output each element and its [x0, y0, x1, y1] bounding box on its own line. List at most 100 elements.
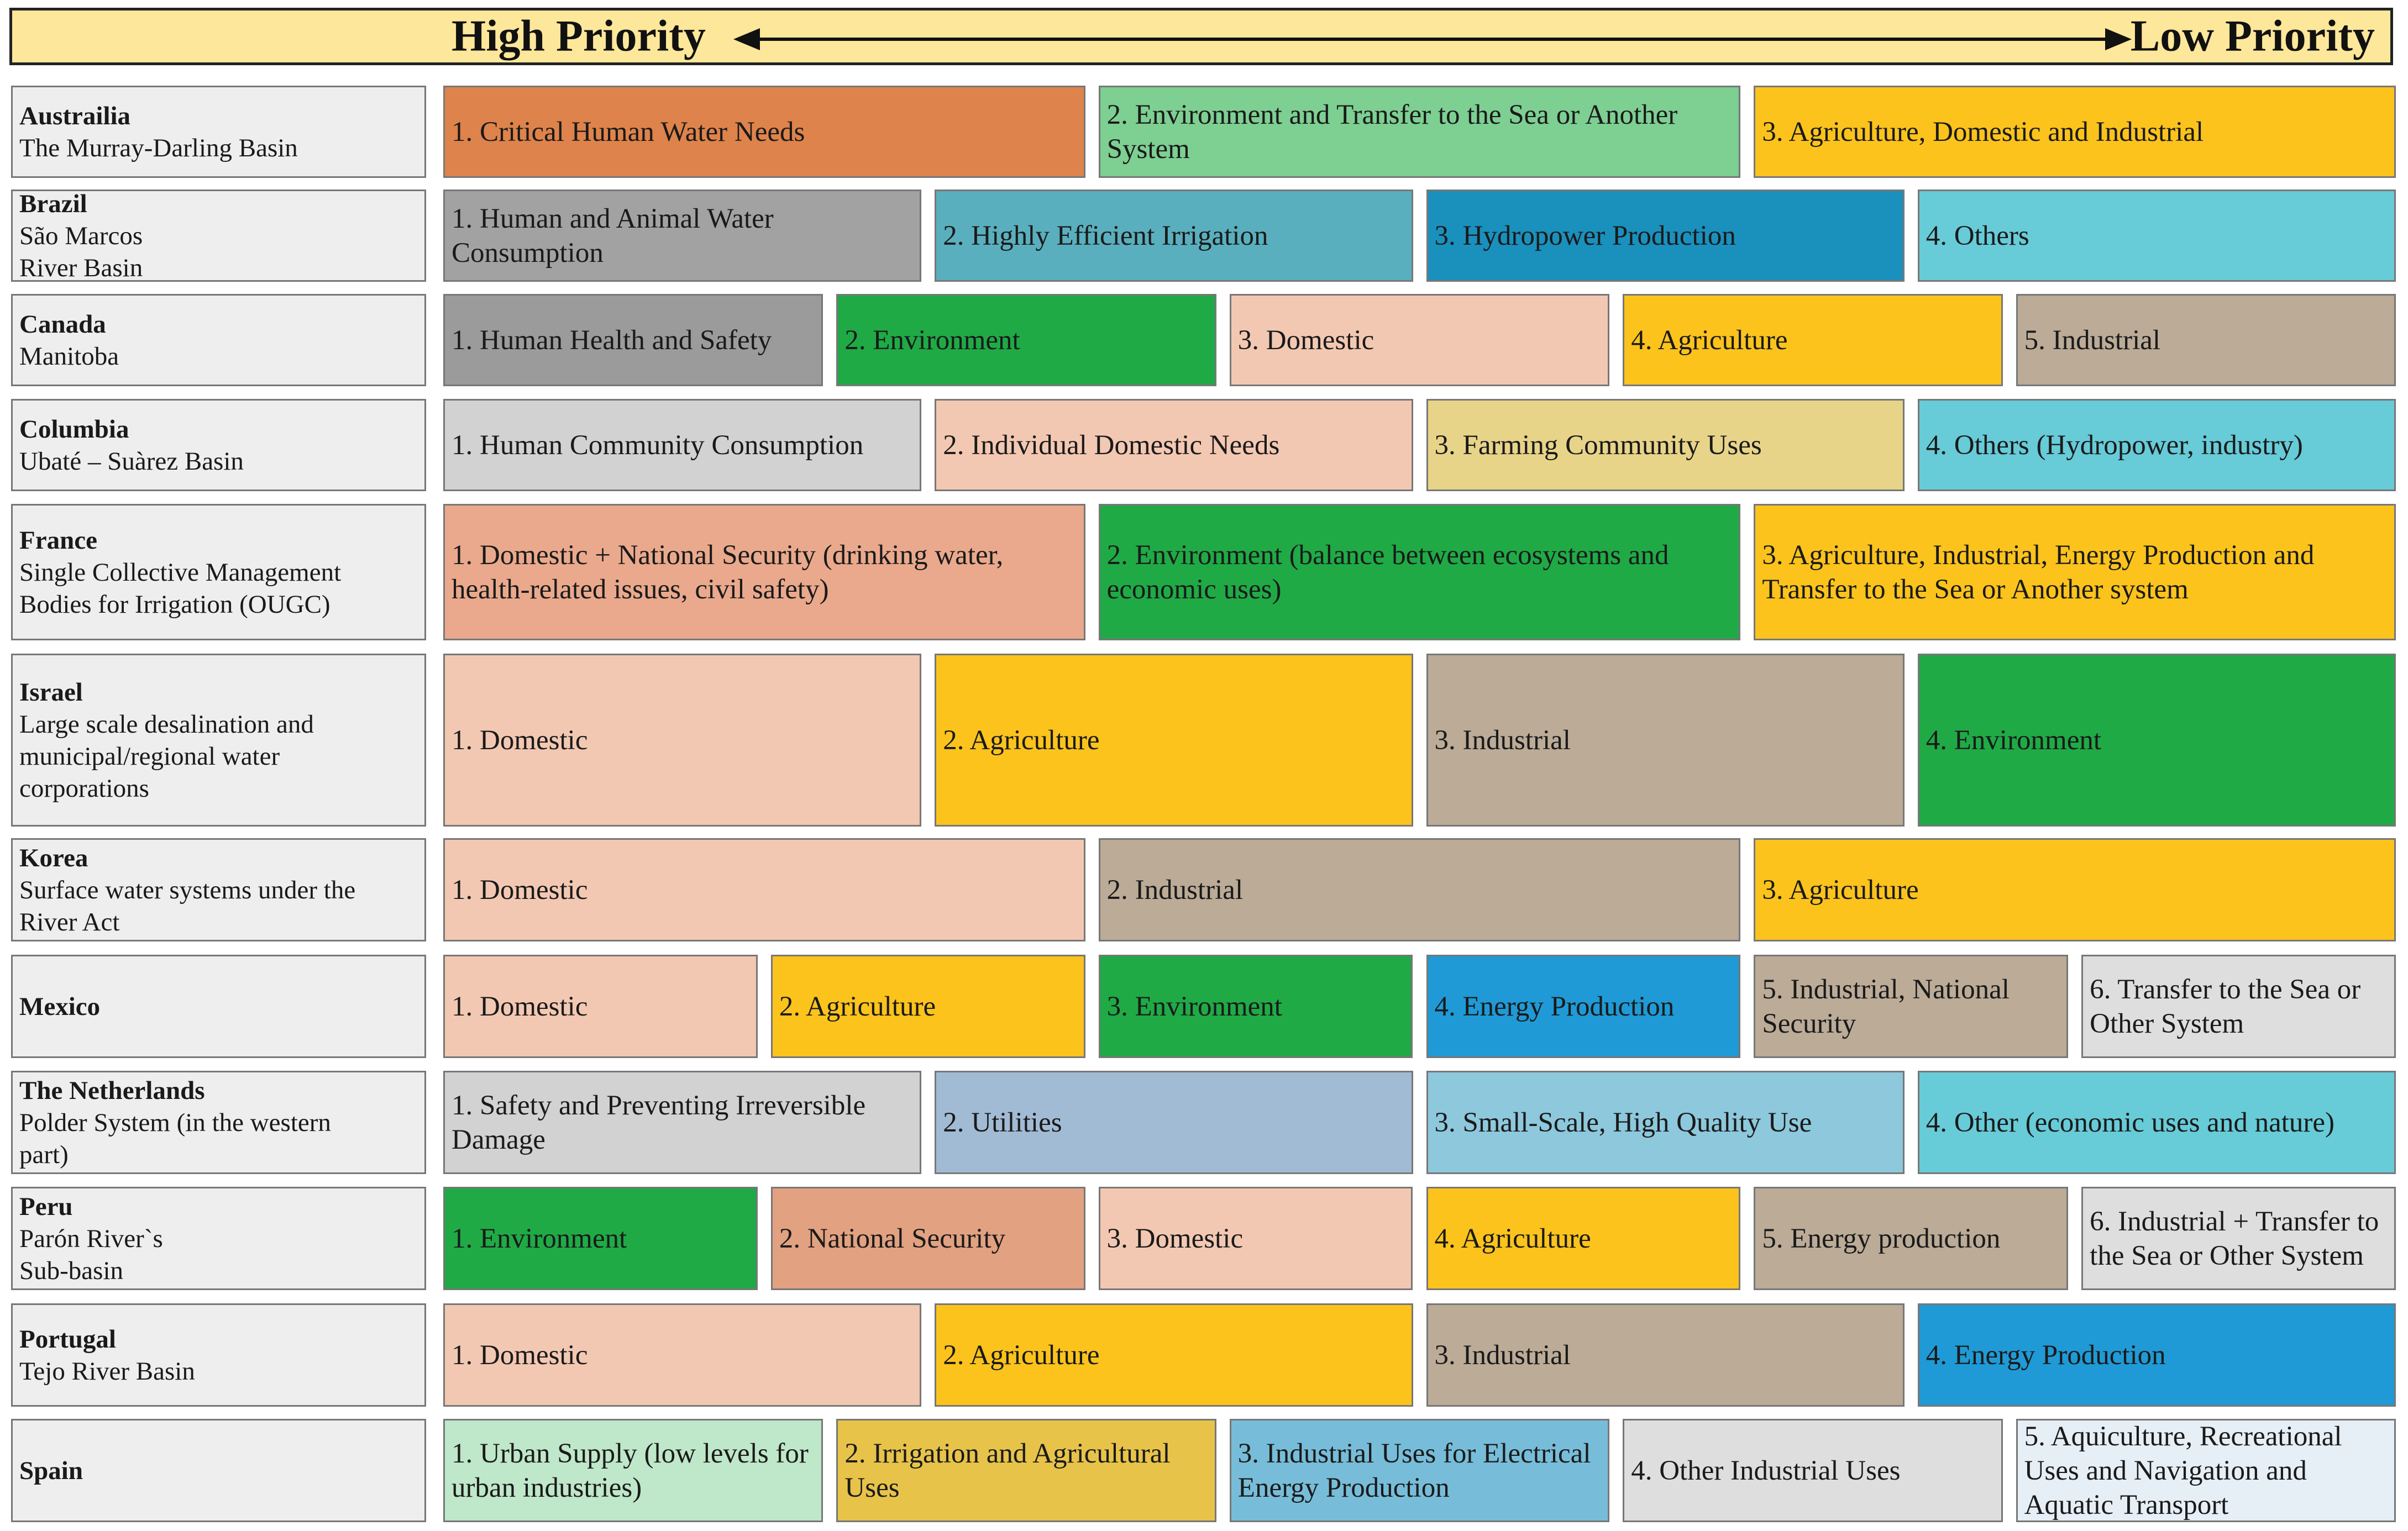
priority-category-label: 4. Energy Production: [1926, 1339, 2166, 1371]
country-cell: Columbia Ubaté – Suàrez Basin: [11, 399, 426, 491]
country-name: Israel: [19, 677, 83, 707]
priority-header: High Priority Low Priority: [9, 8, 2393, 65]
priority-category-label: 4. Other Industrial Uses: [1631, 1455, 1901, 1486]
priority-category-cell: 2. Utilities: [935, 1071, 1413, 1174]
priority-category-cell: 2. National Security: [770, 1187, 1085, 1290]
country-cell: The Netherlands Polder System (in the wes…: [11, 1071, 426, 1174]
priority-category-cell: 5. Energy production: [1754, 1187, 2069, 1290]
priority-category-cell: 6. Industrial + Transfer to the Sea or O…: [2081, 1187, 2396, 1290]
country-name: Austrailia: [19, 101, 131, 130]
priority-category-label: 2. Agriculture: [943, 724, 1100, 756]
priority-category-label: 1. Domestic: [452, 724, 588, 756]
priority-category-cell: 4. Energy Production: [1426, 955, 1741, 1058]
priority-category-label: 3. Agriculture: [1762, 874, 1919, 906]
priority-category-cell: 3. Domestic: [1098, 1187, 1413, 1290]
priority-category-label: 1. Human Community Consumption: [452, 429, 864, 461]
priority-category-cell: 3. Industrial: [1426, 1303, 1905, 1407]
priority-category-label: 3. Environment: [1106, 991, 1282, 1022]
priority-category-cell: 3. Agriculture, Industrial, Energy Produ…: [1754, 504, 2396, 640]
priority-category-label: 5. Energy production: [1762, 1223, 2001, 1254]
country-name: Korea: [19, 843, 88, 872]
priority-category-label: 1. Human Health and Safety: [452, 324, 772, 356]
priority-category-cell: 4. Others: [1917, 190, 2396, 282]
priority-category-label: 3. Small-Scale, High Quality Use: [1434, 1107, 1812, 1138]
country-name: Mexico: [19, 992, 101, 1021]
priority-category-label: 5. Industrial: [2024, 324, 2161, 356]
priority-category-cell: 2. Agriculture: [770, 955, 1085, 1058]
priority-category-cell: 4. Energy Production: [1917, 1303, 2396, 1407]
priority-category-cell: 1. Domestic: [443, 838, 1085, 941]
priority-category-label: 2. Irrigation and Agricultural Uses: [844, 1438, 1171, 1503]
priority-category-cell: 3. Industrial: [1426, 654, 1905, 827]
country-region: Surface water systems under the River Ac…: [19, 875, 356, 937]
priority-category-cell: 2. Industrial: [1098, 838, 1741, 941]
country-cell: Portugal Tejo River Basin: [11, 1303, 426, 1407]
country-cell: Austrailia The Murray-Darling Basin: [11, 86, 426, 178]
priority-category-cell: 4. Agriculture: [1426, 1187, 1741, 1290]
priority-category-label: 3. Industrial: [1434, 1339, 1571, 1371]
priority-category-cell: 1. Domestic + National Security (drinkin…: [443, 504, 1085, 640]
country-cell: Mexico: [11, 955, 426, 1058]
priority-category-cell: 3. Industrial Uses for Electrical Energy…: [1229, 1419, 1610, 1522]
priority-category-cell: 4. Other (economic uses and nature): [1917, 1071, 2396, 1174]
priority-category-label: 3. Industrial Uses for Electrical Energy…: [1237, 1438, 1591, 1503]
country-cell: France Single Collective Management Bodie…: [11, 504, 426, 640]
priority-category-cell: 4. Agriculture: [1623, 294, 2003, 386]
priority-category-cell: 5. Aquiculture, Recreational Uses and Na…: [2016, 1419, 2396, 1522]
priority-category-cell: 1. Urban Supply (low levels for urban in…: [443, 1419, 823, 1522]
country-name: Brazil: [19, 189, 87, 218]
country-region: São Marcos River Basin: [19, 221, 143, 282]
priority-category-label: 2. Environment: [844, 324, 1020, 356]
priority-category-label: 2. Individual Domestic Needs: [943, 429, 1280, 461]
priority-category-cell: 1. Safety and Preventing Irreversible Da…: [443, 1071, 922, 1174]
country-region: Polder System (in the western part): [19, 1108, 331, 1169]
priority-category-label: 3. Industrial: [1434, 724, 1571, 756]
priority-category-cell: 2. Individual Domestic Needs: [935, 399, 1413, 491]
priority-category-cell: 3. Farming Community Uses: [1426, 399, 1905, 491]
priority-category-cell: 2. Agriculture: [935, 1303, 1413, 1407]
country-region: The Murray-Darling Basin: [19, 133, 298, 162]
country-cell: Brazil São Marcos River Basin: [11, 190, 426, 282]
priority-category-cell: 4. Other Industrial Uses: [1623, 1419, 2003, 1522]
priority-category-cell: 1. Critical Human Water Needs: [443, 86, 1085, 178]
priority-category-label: 4. Environment: [1926, 724, 2102, 756]
country-cell: Spain: [11, 1419, 426, 1522]
priority-category-label: 4. Other (economic uses and nature): [1926, 1107, 2334, 1138]
priority-category-label: 2. Highly Efficient Irrigation: [943, 220, 1268, 251]
priority-category-cell: 1. Environment: [443, 1187, 758, 1290]
country-cell: Korea Surface water systems under the Riv…: [11, 838, 426, 941]
country-name: Columbia: [19, 414, 129, 444]
priority-category-label: 5. Industrial, National Security: [1762, 974, 2010, 1039]
priority-category-label: 3. Hydropower Production: [1434, 220, 1736, 251]
priority-arrow-icon: [733, 28, 2132, 50]
priority-category-label: 3. Domestic: [1106, 1223, 1244, 1254]
country-region: Tejo River Basin: [19, 1356, 195, 1386]
priority-category-label: 3. Domestic: [1237, 324, 1374, 356]
priority-category-label: 5. Aquiculture, Recreational Uses and Na…: [2024, 1420, 2342, 1521]
priority-category-cell: 2. Environment: [836, 294, 1216, 386]
priority-category-cell: 3. Agriculture: [1754, 838, 2396, 941]
priority-category-cell: 2. Highly Efficient Irrigation: [935, 190, 1413, 282]
priority-category-label: 1. Environment: [452, 1223, 627, 1254]
priority-category-cell: 1. Domestic: [443, 955, 758, 1058]
priority-category-cell: 1. Human Health and Safety: [443, 294, 823, 386]
country-name: France: [19, 525, 97, 555]
country-region: Single Collective Management Bodies for …: [19, 557, 342, 619]
priority-category-label: 2. Agriculture: [943, 1339, 1100, 1371]
priority-category-cell: 4. Others (Hydropower, industry): [1917, 399, 2396, 491]
country-region: Large scale desalination and municipal/r…: [19, 709, 314, 803]
priority-category-label: 4. Others (Hydropower, industry): [1926, 429, 2303, 461]
priority-category-label: 4. Others: [1926, 220, 2029, 251]
priority-category-label: 1. Domestic: [452, 1339, 588, 1371]
country-region: Parón River`s Sub-basin: [19, 1224, 163, 1285]
priority-category-cell: 3. Hydropower Production: [1426, 190, 1905, 282]
country-cell: Israel Large scale desalination and munic…: [11, 654, 426, 827]
priority-category-label: 2. Environment and Transfer to the Sea o…: [1106, 99, 1678, 165]
priority-category-label: 2. National Security: [779, 1223, 1006, 1254]
priority-category-label: 3. Agriculture, Industrial, Energy Produ…: [1762, 539, 2315, 605]
priority-category-label: 4. Agriculture: [1434, 1223, 1591, 1254]
priority-category-cell: 2. Environment and Transfer to the Sea o…: [1098, 86, 1741, 178]
priority-category-cell: 1. Human and Animal Water Consumption: [443, 190, 922, 282]
country-name: The Netherlands: [19, 1076, 205, 1105]
priority-category-cell: 4. Environment: [1917, 654, 2396, 827]
